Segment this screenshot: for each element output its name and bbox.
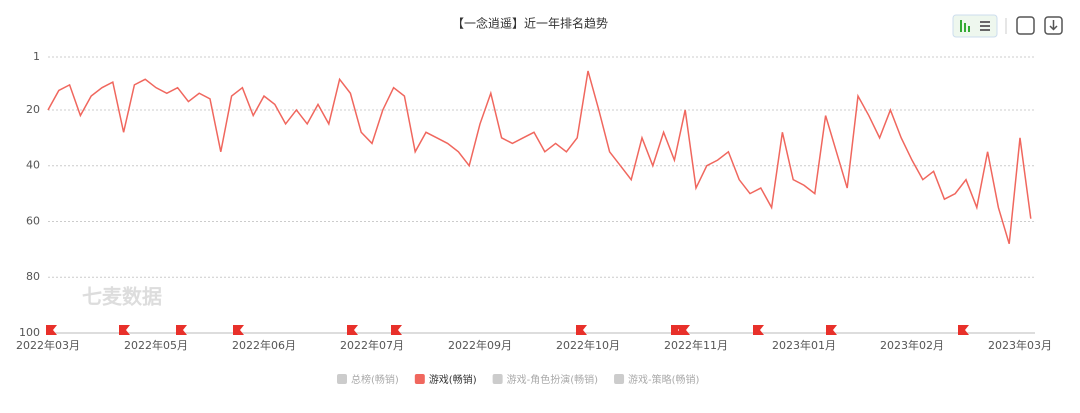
icon-bar bbox=[960, 20, 962, 32]
legend-label: 游戏-角色扮演(畅销) bbox=[507, 373, 599, 386]
legend-swatch bbox=[337, 374, 347, 384]
x-tick-label: 2022年10月 bbox=[556, 338, 620, 352]
flag bbox=[347, 325, 358, 335]
x-tick-label: 2023年02月 bbox=[880, 338, 944, 352]
flag bbox=[958, 325, 969, 335]
x-tick-label: 2022年11月 bbox=[664, 338, 728, 352]
x-tick-label: 2022年05月 bbox=[124, 338, 188, 352]
icon-bar bbox=[964, 23, 966, 32]
legend-swatch bbox=[492, 374, 503, 384]
flag bbox=[46, 325, 57, 335]
download-button[interactable] bbox=[1044, 16, 1063, 35]
x-tick-label: 2022年06月 bbox=[232, 338, 296, 352]
icon-bar bbox=[968, 26, 970, 32]
y-tick-label: 20 bbox=[26, 103, 40, 116]
series-line bbox=[47, 70, 1032, 245]
flag bbox=[679, 325, 690, 335]
flag bbox=[119, 325, 130, 335]
toolbar[interactable] bbox=[952, 14, 1063, 38]
x-tick-label: 2022年09月 bbox=[448, 338, 512, 352]
event-flags bbox=[46, 325, 969, 335]
flag bbox=[826, 325, 837, 335]
chart-toggle[interactable] bbox=[952, 14, 998, 38]
flag bbox=[233, 325, 244, 335]
y-tick-label: 1 bbox=[33, 50, 40, 63]
icon-list bbox=[980, 21, 990, 23]
legend-swatch bbox=[614, 374, 625, 384]
y-tick-label: 80 bbox=[26, 270, 40, 283]
flag bbox=[176, 325, 187, 335]
watermark: 七麦数据 bbox=[82, 285, 162, 309]
y-tick-label: 60 bbox=[26, 214, 40, 227]
icon-list bbox=[980, 25, 990, 27]
legend-label: 总榜(畅销) bbox=[351, 373, 399, 386]
x-tick-label: 2022年07月 bbox=[340, 338, 404, 352]
x-tick-label: 2023年03月 bbox=[988, 338, 1052, 352]
legend-label: 游戏(畅销) bbox=[429, 373, 477, 386]
x-tick-label: 2023年01月 bbox=[772, 338, 836, 352]
legend-label: 游戏-策略(畅销) bbox=[628, 373, 700, 386]
chart-title: 【一念逍遥】近一年排名趋势 bbox=[452, 16, 608, 31]
download-icon bbox=[1049, 20, 1058, 31]
flag bbox=[576, 325, 587, 335]
legend-swatch bbox=[414, 374, 425, 384]
flag bbox=[391, 325, 402, 335]
y-tick-label: 40 bbox=[26, 159, 40, 172]
image-button[interactable] bbox=[1016, 16, 1035, 35]
x-tick-label: 2022年03月 bbox=[16, 338, 80, 352]
icon-list bbox=[980, 29, 990, 31]
flag bbox=[753, 325, 764, 335]
y-tick-label: 100 bbox=[19, 326, 40, 339]
